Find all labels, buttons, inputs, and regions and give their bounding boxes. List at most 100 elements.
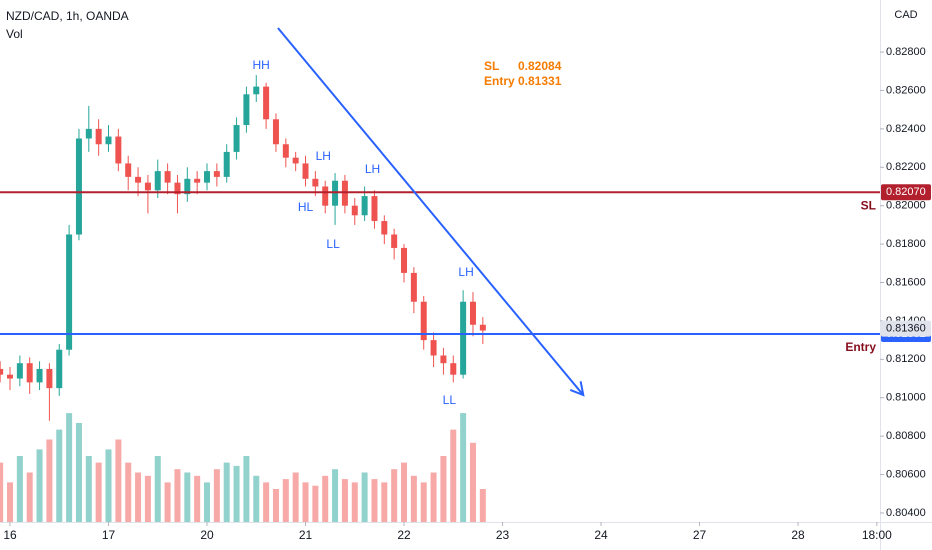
- swing-label: LH: [458, 265, 473, 279]
- candle-body: [144, 182, 151, 191]
- x-tick-label: 20: [200, 528, 214, 542]
- volume-bar: [204, 482, 211, 522]
- candle-body: [204, 171, 211, 183]
- candle-body: [164, 171, 171, 183]
- candle-body: [450, 363, 457, 375]
- volume-bar: [253, 475, 260, 522]
- volume-bar: [164, 482, 171, 522]
- candle-body: [420, 301, 427, 341]
- y-tick-label: 0.81000: [886, 392, 926, 404]
- candle-body: [194, 178, 201, 183]
- volume-bar: [184, 472, 191, 522]
- volume-bar: [75, 423, 82, 522]
- level-price-label: 0.82070: [886, 186, 926, 198]
- plot: [0, 75, 486, 522]
- x-tick-label: 27: [693, 528, 707, 542]
- y-tick-label: 0.82600: [886, 84, 926, 96]
- candle-body: [410, 272, 417, 302]
- currency-label: CAD: [894, 9, 917, 21]
- candle-body: [243, 94, 250, 126]
- volume-bar: [263, 482, 270, 522]
- candle-body: [223, 151, 230, 177]
- volume-bar: [125, 462, 132, 522]
- volume-bar: [56, 429, 63, 522]
- volume-bar: [282, 479, 289, 522]
- candle-body: [75, 138, 82, 235]
- candle-body: [381, 221, 388, 235]
- candle-body: [16, 363, 23, 379]
- volume-bar: [469, 442, 476, 522]
- volume-bar: [233, 465, 240, 522]
- volume-bar: [332, 469, 339, 522]
- volume-bar: [0, 462, 4, 522]
- swing-label: LH: [316, 149, 331, 163]
- level-label: Entry: [845, 340, 876, 354]
- note-label: SL: [484, 59, 499, 73]
- volume-bar: [322, 475, 329, 522]
- candle-body: [95, 128, 102, 145]
- y-tick-label: 0.82000: [886, 200, 926, 212]
- candle-body: [391, 234, 398, 248]
- volume-bar: [66, 413, 73, 522]
- price-marker-label: 0.81360: [886, 323, 926, 335]
- candle-body: [272, 119, 279, 145]
- x-tick-label: 16: [3, 528, 17, 542]
- note-value: 0.82084: [518, 59, 562, 73]
- candle-body: [66, 234, 73, 350]
- trend-line: [277, 27, 585, 396]
- volume-bar: [341, 479, 348, 522]
- candle-body: [479, 324, 486, 331]
- candle-body: [135, 176, 142, 183]
- x-tick-label: 22: [397, 528, 411, 542]
- volume-bar: [351, 482, 358, 522]
- volume-bar: [16, 456, 23, 522]
- volume-bar: [36, 449, 43, 522]
- volume-bar: [174, 469, 181, 522]
- volume-bar: [223, 462, 230, 522]
- candle-body: [213, 171, 220, 177]
- swing-label: LH: [365, 162, 380, 176]
- candle-body: [401, 247, 408, 273]
- volume-bar: [450, 429, 457, 522]
- volume-bar: [391, 469, 398, 522]
- swing-label: LL: [326, 237, 340, 251]
- volume-bar: [154, 456, 161, 522]
- volume-bar: [401, 462, 408, 522]
- volume-label: Vol: [6, 27, 23, 41]
- volume-bar: [135, 472, 142, 522]
- candle-body: [440, 355, 447, 364]
- candle-body: [174, 182, 181, 195]
- y-tick-label: 0.82200: [886, 161, 926, 173]
- y-tick-label: 0.81600: [886, 276, 926, 288]
- volume-bar: [371, 479, 378, 522]
- note-label: Entry: [484, 74, 515, 88]
- price-marker-box: [881, 320, 931, 337]
- candle-body: [0, 368, 4, 375]
- x-tick-label: 18:00: [862, 528, 892, 542]
- y-tick-label: 0.81800: [886, 238, 926, 250]
- volume-bar: [381, 482, 388, 522]
- y-tick-label: 0.80600: [886, 468, 926, 480]
- candle-body: [46, 368, 53, 389]
- candle-body: [184, 178, 191, 195]
- level-price-box: [881, 184, 931, 201]
- volume-bar: [6, 482, 13, 522]
- candle-body: [312, 178, 319, 187]
- y-tick-label: 0.81200: [886, 353, 926, 365]
- candle-body: [105, 136, 112, 145]
- y-tick-label: 0.82800: [886, 46, 926, 58]
- note-value: 0.81331: [518, 74, 562, 88]
- volume-bar: [302, 482, 309, 522]
- candle-body: [6, 374, 13, 379]
- chart-title: NZD/CAD, 1h, OANDA: [6, 9, 129, 23]
- candle-body: [263, 86, 270, 120]
- trend-arrowhead: [569, 381, 585, 397]
- candle-body: [115, 136, 122, 164]
- candle-body: [36, 368, 43, 383]
- candle-body: [351, 205, 358, 216]
- candle-body: [154, 171, 161, 191]
- x-tick-label: 21: [299, 528, 313, 542]
- volume-bar: [46, 439, 53, 522]
- volume-bar: [144, 475, 151, 522]
- volume-bar: [26, 472, 33, 522]
